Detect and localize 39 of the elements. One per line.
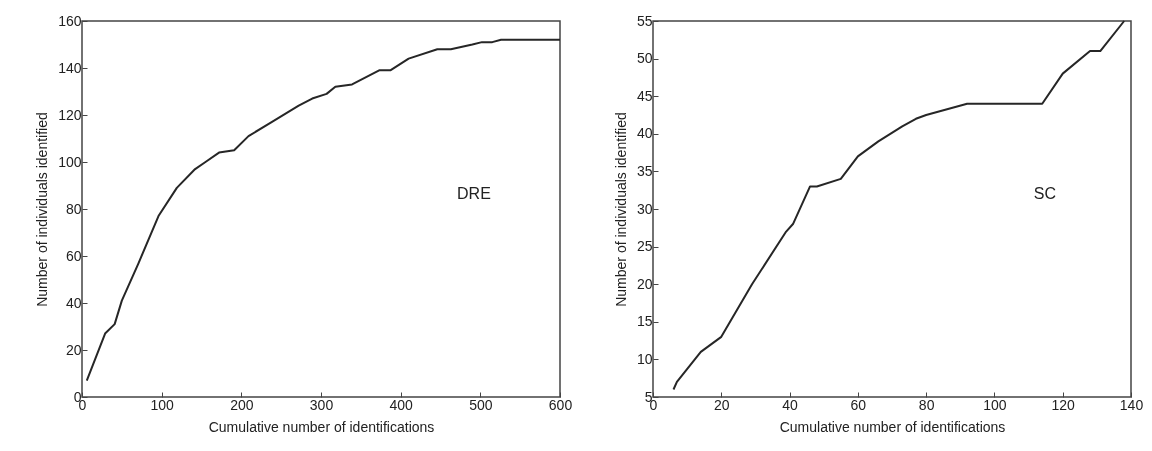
x-tick-label: 20 bbox=[714, 396, 730, 413]
y-tick-label: 50 bbox=[636, 50, 653, 67]
y-tick-label: 40 bbox=[65, 294, 82, 311]
y-tick-label: 10 bbox=[636, 350, 653, 367]
x-tick-label: 100 bbox=[983, 396, 1007, 413]
line-series bbox=[85, 38, 561, 382]
x-tick-label: 500 bbox=[469, 396, 493, 413]
y-tick-label: 30 bbox=[636, 200, 653, 217]
y-tick-label: 100 bbox=[58, 153, 82, 170]
x-tick-label: 60 bbox=[850, 396, 867, 413]
y-axis-title: Number of individuals identified bbox=[612, 112, 629, 307]
annotation: SC bbox=[1033, 184, 1057, 202]
line-series bbox=[672, 20, 1126, 391]
y-tick-label: 45 bbox=[636, 87, 653, 104]
x-axis-title: Cumulative number of identifications bbox=[779, 418, 1006, 435]
x-tick-label: 80 bbox=[918, 396, 935, 413]
x-tick-label: 120 bbox=[1051, 396, 1076, 413]
x-tick-label: 400 bbox=[389, 396, 414, 413]
x-tick-label: 300 bbox=[309, 396, 334, 413]
annotation: DRE bbox=[457, 184, 491, 202]
y-tick-label: 80 bbox=[65, 200, 82, 217]
y-tick-label: 40 bbox=[636, 125, 653, 142]
y-tick-label: 120 bbox=[58, 106, 82, 123]
y-tick-label: 20 bbox=[65, 341, 82, 358]
y-axis-title: Number of individuals identified bbox=[34, 112, 51, 307]
y-tick-label: 25 bbox=[636, 238, 653, 255]
y-tick-label: 20 bbox=[636, 275, 653, 292]
x-tick-label: 200 bbox=[230, 396, 254, 413]
y-tick-label: 60 bbox=[65, 247, 82, 264]
x-tick-label: 100 bbox=[150, 396, 175, 413]
y-tick-label: 15 bbox=[636, 313, 653, 330]
x-axis-title: Cumulative number of identifications bbox=[208, 418, 435, 435]
y-tick-label: 140 bbox=[58, 59, 82, 76]
x-tick-label: 40 bbox=[782, 396, 799, 413]
y-tick-label: 55 bbox=[636, 12, 653, 29]
x-tick-label: 600 bbox=[548, 396, 573, 413]
y-tick-label: 35 bbox=[636, 162, 653, 179]
x-tick-label: 140 bbox=[1119, 396, 1144, 413]
y-tick-label: 160 bbox=[58, 12, 82, 29]
